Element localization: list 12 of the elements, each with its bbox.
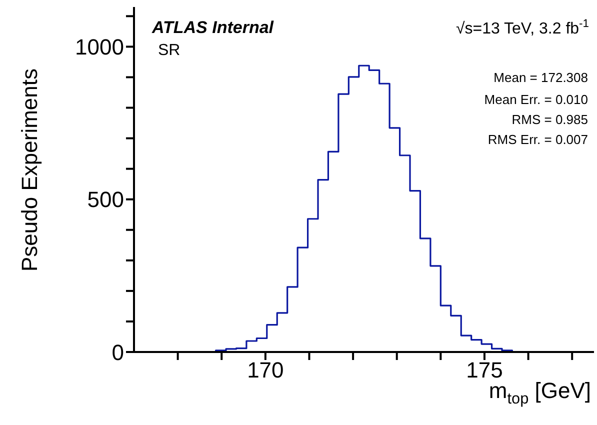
annotation: √s=13 TeV, 3.2 fb$^{-1}$: [456, 18, 589, 38]
y-tick-label: 500: [87, 187, 124, 212]
x-tick-label: 170: [247, 358, 284, 383]
annotation: ATLAS Internal: [152, 18, 274, 38]
y-axis-title: Pseudo Experiments: [17, 68, 43, 272]
annotation: RMS = 0.985: [512, 112, 588, 127]
y-tick-label: 1000: [75, 34, 124, 60]
annotation: SR: [158, 42, 180, 60]
y-tick-label: 0: [112, 340, 124, 365]
annotation: Mean = 172.308: [494, 70, 588, 85]
annotation: RMS Err. = 0.007: [488, 132, 588, 147]
annotation: Mean Err. = 0.010: [484, 92, 588, 107]
